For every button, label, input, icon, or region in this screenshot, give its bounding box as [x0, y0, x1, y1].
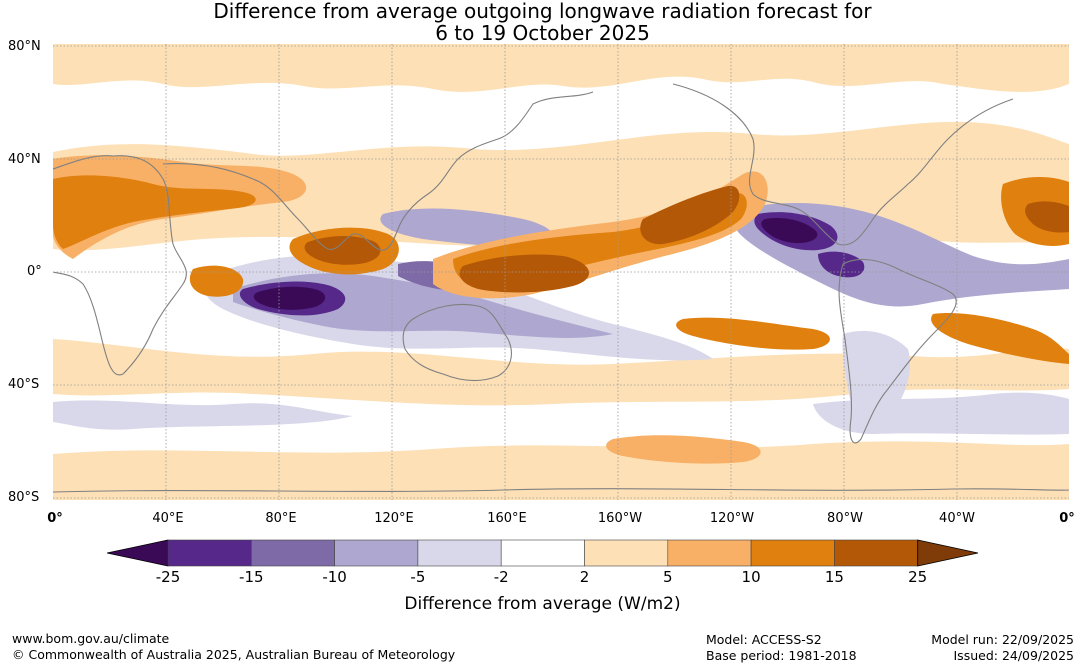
map-gridlines: [53, 44, 1069, 500]
lat-label-80s: 80°S: [8, 490, 40, 505]
colorbar-tick-label: 25: [908, 568, 928, 586]
lon-label-0-left: 0°: [47, 511, 63, 526]
colorbar-segment: [667, 539, 752, 567]
lat-label-equator: 0°: [27, 264, 42, 279]
coastlines: [53, 83, 1069, 493]
colorbar-tick-label: -15: [239, 568, 264, 586]
colorbar-segment: [334, 539, 419, 567]
colorbar-segment: [584, 539, 669, 567]
footer-base-period: Base period: 1981-2018: [706, 648, 857, 663]
footer-model: Model: ACCESS-S2: [706, 632, 822, 647]
colorbar-segment: [500, 539, 585, 567]
lon-label-160w: 160°W: [597, 511, 643, 526]
colorbar-tick-label: 10: [741, 568, 761, 586]
colorbar: [106, 539, 979, 567]
colorbar-tick-label: 5: [663, 568, 673, 586]
lon-label-80e: 80°E: [265, 511, 297, 526]
colorbar-arrow-high: [917, 539, 979, 567]
colorbar-segment: [167, 539, 252, 567]
lon-label-0-right: 0°: [1059, 511, 1075, 526]
lat-label-40s: 40°S: [8, 377, 40, 392]
north-america-coastline: [672, 83, 1014, 246]
lon-label-40e: 40°E: [152, 511, 184, 526]
colorbar-segment: [417, 539, 502, 567]
south-america-negative: [842, 330, 911, 428]
lat-label-80n: 80°N: [8, 39, 41, 54]
southern-high-lat-negative: [53, 400, 353, 430]
southeast-pacific-positive: [676, 317, 830, 350]
footer-copyright: © Commonwealth of Australia 2025, Austra…: [12, 647, 456, 662]
colorbar-tick-label: -10: [322, 568, 347, 586]
footer-issued: Issued: 24/09/2025: [953, 648, 1075, 663]
australia-coastline: [402, 303, 512, 382]
footer-model-run: Model run: 22/09/2025: [931, 632, 1074, 647]
colorbar-label: Difference from average (W/m2): [404, 594, 681, 614]
tropical-pacific-positive-core: [459, 254, 590, 293]
footer-url: www.bom.gov.au/climate: [12, 631, 170, 646]
colorbar-tick-label: 2: [579, 568, 590, 586]
colorbar-tick-label: -2: [493, 568, 509, 586]
olr-anomaly-map: [53, 44, 1069, 500]
map-title-line1: Difference from average outgoing longwav…: [213, 0, 872, 23]
colorbar-arrow-low: [106, 539, 169, 567]
lon-label-40w: 40°W: [939, 511, 975, 526]
colorbar-tick-label: 15: [824, 568, 844, 586]
map-title-line2: 6 to 19 October 2025: [435, 21, 650, 45]
north-atlantic-positive-core: [1025, 201, 1069, 233]
lon-label-120e: 120°E: [374, 511, 414, 526]
central-america-negative: [818, 251, 865, 278]
lon-label-80w: 80°W: [827, 511, 863, 526]
lon-label-120w: 120°W: [709, 511, 755, 526]
western-pacific-negative: [380, 208, 554, 247]
eurasia-coastline: [162, 91, 594, 251]
colorbar-tick-label: -25: [155, 568, 181, 586]
lon-label-160e: 160°E: [487, 511, 527, 526]
southern-midlat-positive-band: [53, 339, 1069, 406]
antarctic-positive-band: [53, 441, 1069, 500]
north-africa-positive-inner: [53, 175, 256, 249]
bay-of-bengal-positive-core: [304, 236, 381, 265]
colorbar-segment: [750, 539, 835, 567]
north-pacific-positive-core: [640, 185, 740, 245]
south-atlantic-positive: [931, 313, 1069, 364]
colorbar-tick-label: -5: [410, 568, 426, 586]
tropical-indian-negative-core: [253, 286, 326, 310]
south-america-coastline: [838, 258, 957, 444]
africa-coastline: [53, 155, 187, 376]
east-pacific-negative-core: [761, 218, 818, 244]
antarctica-coastline: [53, 488, 1069, 493]
colorbar-segment: [251, 539, 335, 567]
arabian-sea-positive: [189, 265, 244, 297]
southern-ocean-positive: [606, 435, 761, 464]
colorbar-segment: [834, 539, 919, 567]
lat-label-40n: 40°N: [8, 152, 41, 167]
arctic-positive-region: [53, 44, 1069, 92]
